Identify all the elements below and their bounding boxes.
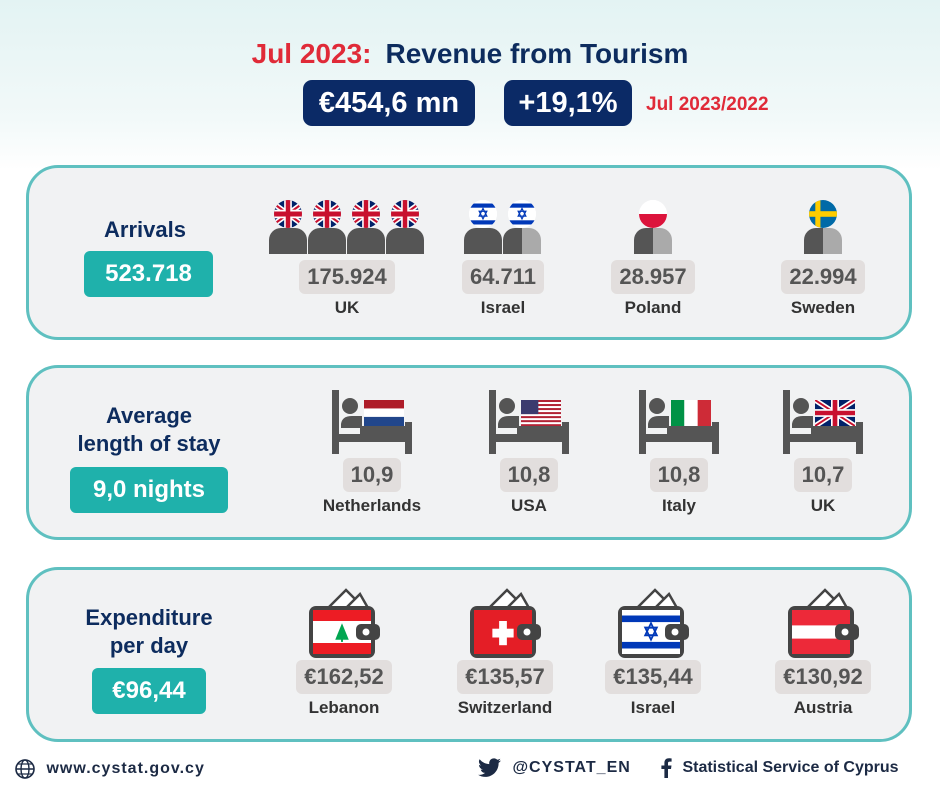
stay-label: Average length of stay xyxy=(49,402,249,458)
website-link[interactable]: www.cystat.gov.cy xyxy=(46,760,205,778)
stay-item-netherlands: 10,9 Netherlands xyxy=(272,388,472,516)
globe-icon xyxy=(15,759,35,779)
expenditure-country: Lebanon xyxy=(308,698,380,717)
switzerland-flag-icon xyxy=(470,588,541,658)
expenditure-value: €135,44 xyxy=(605,660,701,694)
expenditure-panel: Expenditure per day €96,44 €162,52 Leban… xyxy=(26,567,912,742)
stay-item-italy: 10,8 Italy xyxy=(579,388,779,516)
arrivals-item-poland: 28.957 Poland xyxy=(553,194,753,318)
stay-value: 10,7 xyxy=(793,458,853,492)
stay-value: 10,8 xyxy=(649,458,709,492)
expenditure-item-lebanon: €162,52 Lebanon xyxy=(244,586,444,718)
sweden-flag-icon xyxy=(804,200,842,254)
change-badge: +19,1% xyxy=(504,80,632,126)
arrivals-item-uk: 175.924 UK xyxy=(247,194,447,318)
page-title: Jul 2023: Revenue from Tourism xyxy=(0,38,940,78)
title-text: Revenue from Tourism xyxy=(385,38,689,69)
twitter-icon xyxy=(478,758,501,777)
stay-panel: Average length of stay 9,0 nights 10,9 N… xyxy=(26,365,912,540)
expenditure-value: €162,52 xyxy=(296,660,392,694)
stay-country: Netherlands xyxy=(322,496,422,515)
arrivals-label: Arrivals xyxy=(104,217,186,242)
arrivals-item-israel: 64.711 Israel xyxy=(403,194,603,318)
arrivals-country: Sweden xyxy=(790,298,856,317)
arrivals-country: Poland xyxy=(624,298,682,317)
expenditure-label-line1: Expenditure xyxy=(85,605,213,630)
twitter-handle[interactable]: @CYSTAT_EN xyxy=(512,759,631,777)
stay-country: USA xyxy=(511,496,547,515)
arrivals-item-sweden: 22.994 Sweden xyxy=(723,194,923,318)
arrivals-value: 28.957 xyxy=(611,260,695,294)
arrivals-country: Israel xyxy=(480,298,526,317)
title-period: Jul 2023: xyxy=(251,38,372,69)
expenditure-item-switzerland: €135,57 Switzerland xyxy=(405,586,605,718)
stay-value: 10,9 xyxy=(342,458,402,492)
usa-flag-icon xyxy=(489,390,569,454)
expenditure-value: €135,57 xyxy=(457,660,553,694)
footer-twitter[interactable]: @CYSTAT_EN xyxy=(478,758,631,778)
stay-label-line2: length of stay xyxy=(77,431,221,456)
expenditure-country: Austria xyxy=(793,698,853,717)
arrivals-value: 175.924 xyxy=(299,260,395,294)
arrivals-value: 64.711 xyxy=(461,260,545,294)
comparison-label: Jul 2023/2022 xyxy=(646,94,769,115)
israel-flag-icon xyxy=(464,200,541,254)
arrivals-value: 22.994 xyxy=(781,260,865,294)
uk-flag-icon xyxy=(783,390,863,454)
poland-flag-icon xyxy=(634,200,672,254)
arrivals-panel: Arrivals 523.718 175.924 UK 64.711 Israe… xyxy=(26,165,912,340)
expenditure-item-austria: €130,92 Austria xyxy=(723,586,923,718)
italy-flag-icon xyxy=(639,390,719,454)
uk-flag-icon xyxy=(269,200,424,254)
footer-facebook[interactable]: Statistical Service of Cyprus xyxy=(660,758,899,778)
stay-value: 10,8 xyxy=(499,458,559,492)
stay-item-usa: 10,8 USA xyxy=(429,388,629,516)
stay-country: Italy xyxy=(661,496,697,515)
footer-website[interactable]: www.cystat.gov.cy xyxy=(14,758,205,780)
israel-flag-icon xyxy=(618,588,689,658)
revenue-badge: €454,6 mn xyxy=(303,80,475,126)
austria-flag-icon xyxy=(788,588,859,658)
expenditure-total: €96,44 xyxy=(92,668,206,714)
stay-item-uk: 10,7 UK xyxy=(723,388,923,516)
stay-country: UK xyxy=(810,496,836,515)
expenditure-label: Expenditure per day xyxy=(49,604,249,660)
expenditure-item-israel: €135,44 Israel xyxy=(553,586,753,718)
expenditure-country: Israel xyxy=(630,698,676,717)
facebook-icon xyxy=(661,758,672,778)
facebook-page[interactable]: Statistical Service of Cyprus xyxy=(682,759,899,777)
arrivals-country: UK xyxy=(334,298,360,317)
expenditure-value: €130,92 xyxy=(775,660,871,694)
stay-label-line1: Average xyxy=(105,403,192,428)
netherlands-flag-icon xyxy=(332,390,412,454)
expenditure-label-line2: per day xyxy=(109,633,189,658)
stay-total: 9,0 nights xyxy=(70,467,228,513)
arrivals-total: 523.718 xyxy=(84,251,213,297)
expenditure-country: Switzerland xyxy=(457,698,553,717)
lebanon-flag-icon xyxy=(309,588,380,658)
